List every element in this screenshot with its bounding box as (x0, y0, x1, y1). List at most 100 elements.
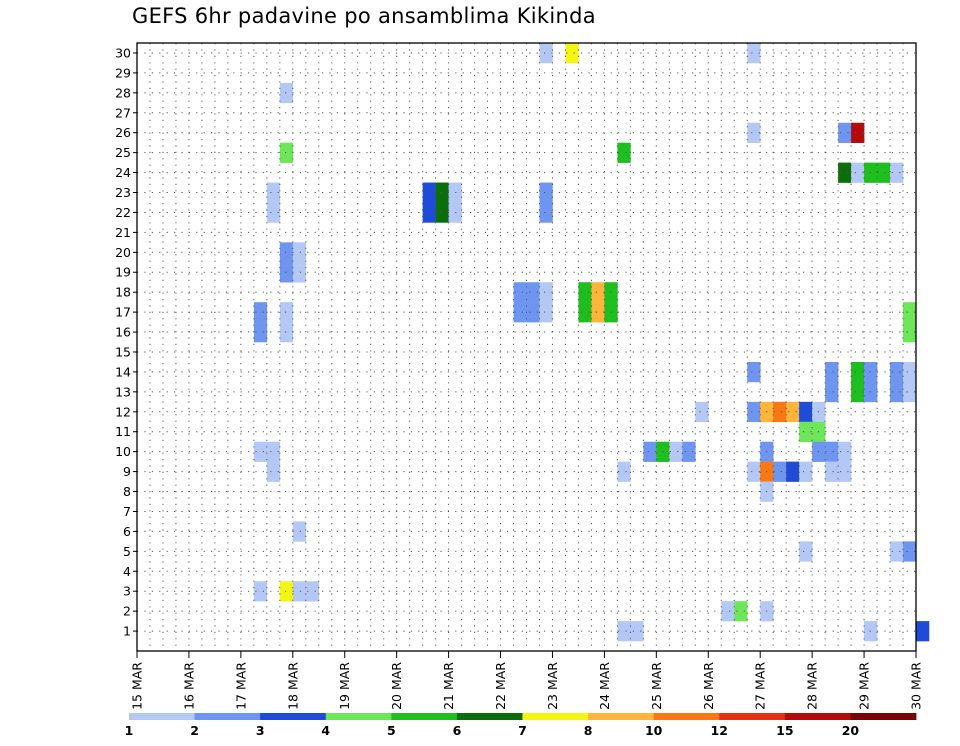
heatmap-cell (669, 441, 683, 462)
x-tick-label: 29 MAR (857, 662, 872, 710)
y-tick-label: 13 (115, 384, 131, 399)
heatmap-cell (435, 182, 449, 203)
heatmap-cell (266, 441, 281, 462)
y-tick-label: 29 (115, 65, 131, 80)
heatmap-cell (903, 381, 917, 403)
heatmap-cell (890, 541, 904, 562)
heatmap-cell (903, 361, 917, 383)
heatmap-cell (279, 242, 294, 263)
y-tick-label: 28 (115, 85, 131, 100)
heatmap-cell (799, 461, 813, 482)
heatmap-cell (539, 182, 553, 203)
heatmap-cell (422, 182, 436, 203)
heatmap-cell (591, 282, 605, 303)
heatmap-cell (253, 441, 268, 462)
legend-label: 15 (776, 723, 793, 738)
heatmap-cell (682, 441, 696, 462)
y-tick-label: 12 (115, 404, 131, 419)
legend-swatch (129, 713, 195, 720)
heatmap-cell (903, 302, 917, 323)
heatmap-cell (253, 581, 268, 602)
heatmap-cell (279, 142, 294, 163)
x-tick-label: 16 MAR (181, 662, 196, 710)
heatmap-cell (422, 202, 436, 223)
heatmap-cell (825, 361, 839, 383)
heatmap-cell (617, 621, 631, 642)
heatmap-cell (526, 282, 540, 303)
heatmap-cell (266, 182, 281, 203)
y-tick-label: 18 (115, 285, 131, 300)
heatmap-cell (851, 381, 865, 403)
heatmap-cell (890, 381, 904, 403)
chart-title: GEFS 6hr padavine po ansamblima Kikinda (132, 4, 596, 28)
y-tick-label: 3 (123, 584, 131, 599)
legend-label: 20 (842, 723, 860, 738)
legend-swatch (850, 713, 917, 720)
x-tick-label: 17 MAR (233, 662, 248, 710)
heatmap-cell (643, 441, 657, 462)
x-tick-label: 20 MAR (389, 662, 404, 710)
heatmap-cell (799, 401, 813, 423)
legend-label: 7 (518, 723, 527, 738)
plot-frame (136, 42, 917, 652)
y-tick-label: 20 (115, 245, 131, 260)
x-tick-label: 25 MAR (649, 662, 664, 710)
heatmap-cell (578, 282, 592, 303)
y-tick-label: 27 (115, 105, 131, 120)
y-tick-label: 24 (115, 165, 131, 180)
heatmap-cell (721, 601, 735, 622)
heatmap-cell (279, 581, 294, 602)
x-tick-label: 21 MAR (441, 662, 456, 710)
heatmap-cell (279, 302, 294, 323)
legend-label: 2 (190, 723, 199, 738)
x-tick-label: 22 MAR (493, 662, 508, 710)
heatmap-cell (825, 441, 839, 462)
heatmap-cell (253, 322, 268, 343)
legend-label: 3 (256, 723, 265, 738)
y-tick-label: 9 (123, 464, 131, 479)
heatmap-cell (747, 401, 761, 423)
heatmap-cell (279, 322, 294, 343)
y-tick-label: 14 (115, 364, 131, 379)
heatmap-cell (513, 302, 527, 323)
heatmap-cell (565, 43, 579, 64)
heatmap-cell (838, 461, 852, 482)
heatmap-cell (292, 242, 307, 263)
heatmap-cell (279, 82, 294, 104)
heatmap-cell (526, 302, 540, 323)
heatmap-cell (851, 122, 865, 143)
heatmap-cell (799, 421, 813, 442)
y-tick-label: 6 (123, 524, 131, 539)
legend-swatch (719, 713, 786, 720)
heatmap-cell (435, 202, 449, 223)
heatmap-cell (799, 541, 813, 562)
heatmap-cell (266, 461, 281, 482)
heatmap-cell (617, 142, 631, 163)
legend-label: 8 (584, 723, 593, 738)
heatmap-cell (617, 461, 631, 482)
heatmap-cell (916, 621, 930, 642)
x-tick-label: 26 MAR (701, 662, 716, 710)
heatmap-cell (903, 322, 917, 343)
heatmap-cell (747, 361, 761, 383)
y-tick-label: 7 (123, 504, 131, 519)
y-tick-label: 23 (115, 185, 131, 200)
heatmap-cell (786, 461, 800, 482)
heatmap-cell (773, 461, 787, 482)
y-tick-label: 30 (115, 45, 131, 60)
x-tick-label: 27 MAR (753, 662, 768, 710)
y-tick-label: 26 (115, 125, 131, 140)
y-tick-label: 5 (123, 544, 131, 559)
heatmap-cell (292, 581, 307, 602)
heatmap-cell (292, 521, 307, 542)
y-tick-label: 10 (115, 444, 131, 459)
y-tick-label: 2 (123, 604, 131, 619)
y-tick-label: 8 (123, 484, 131, 499)
legend-swatch (325, 713, 392, 720)
heatmap-cell (513, 282, 527, 303)
x-tick-label: 15 MAR (130, 662, 145, 710)
heatmap-cell (903, 541, 917, 562)
heatmap-cell (890, 162, 904, 183)
heatmap-cell (305, 581, 320, 602)
